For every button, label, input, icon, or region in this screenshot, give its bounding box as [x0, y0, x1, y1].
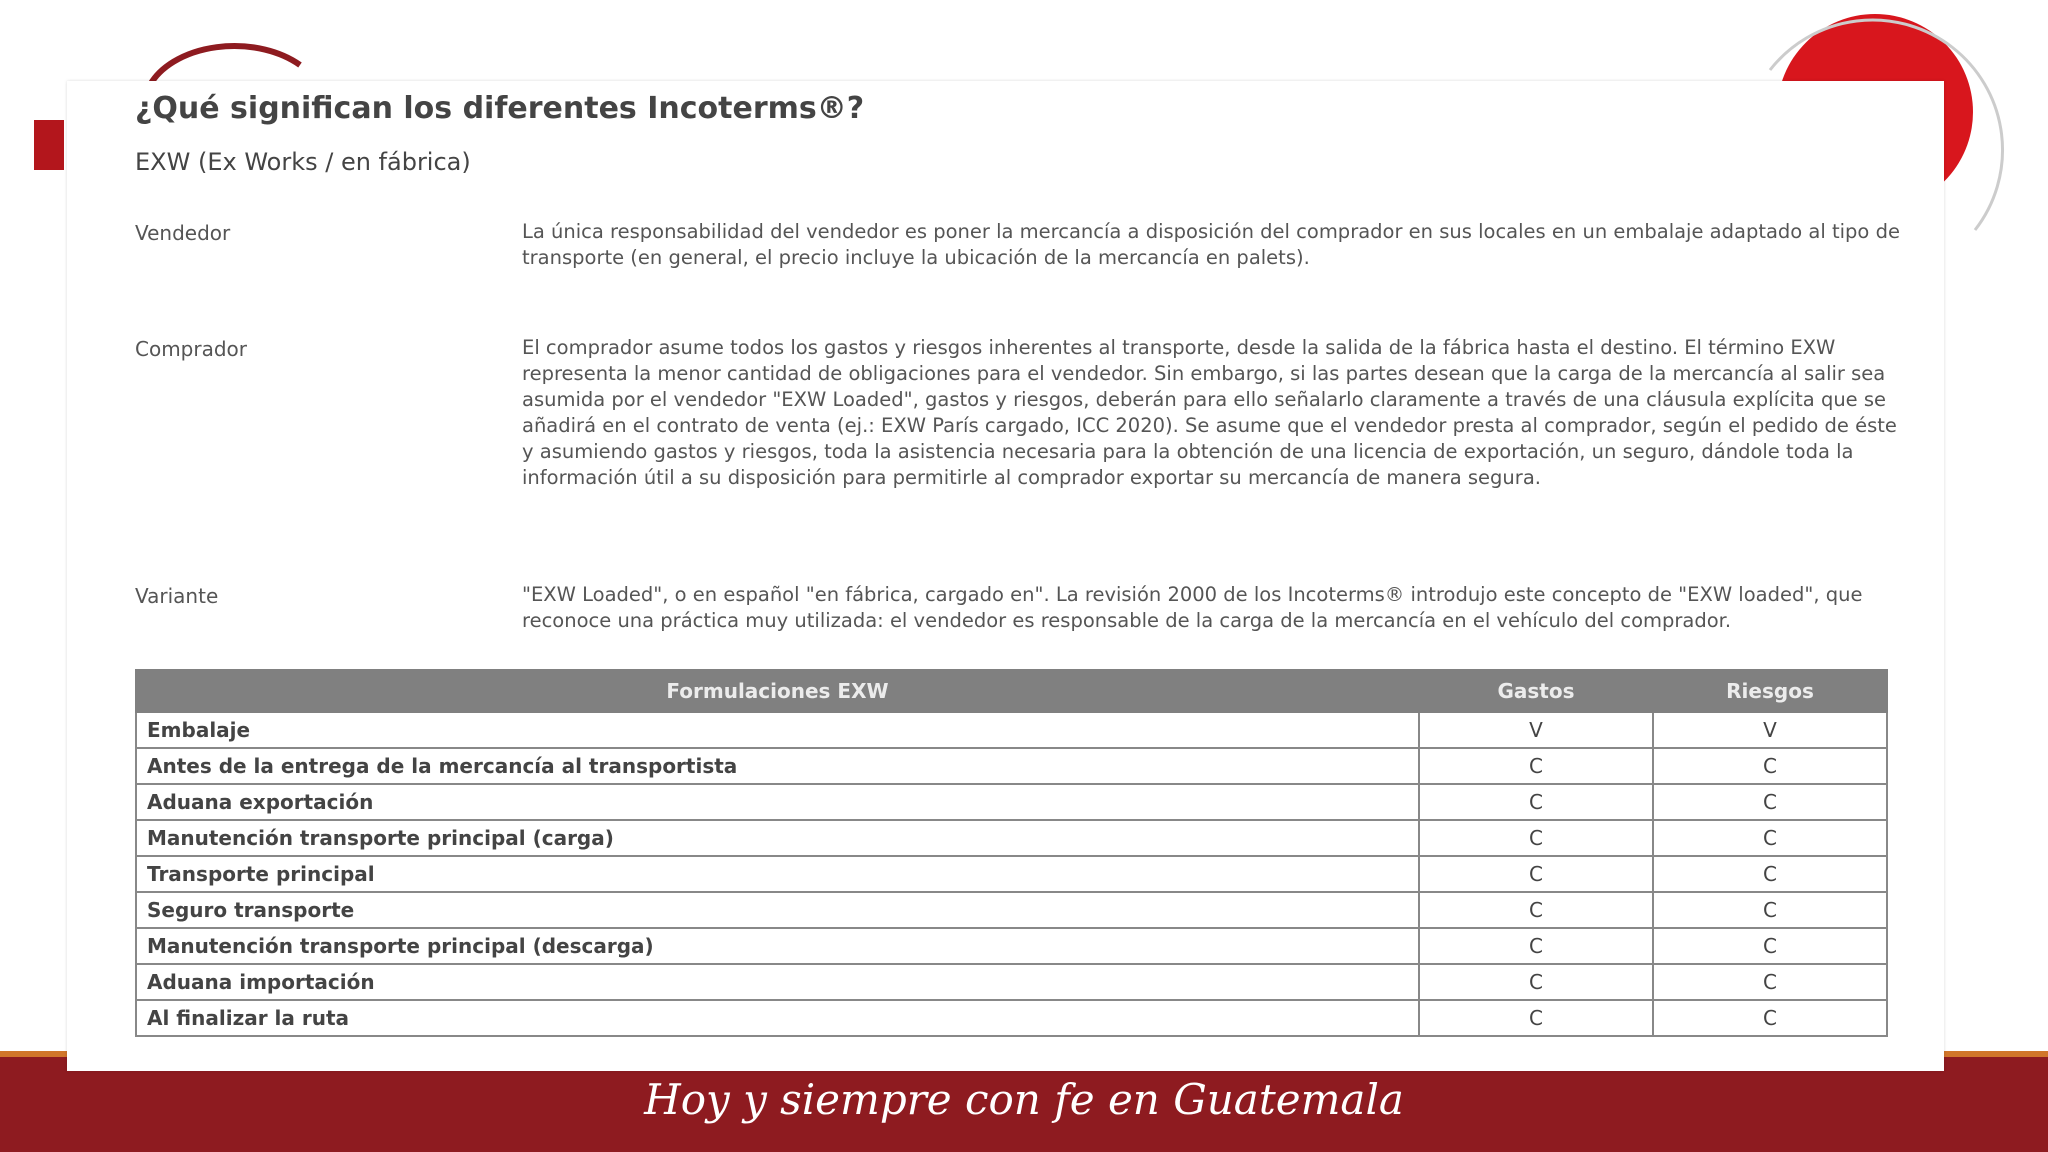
table-cell: Manutención transporte principal (descar… — [135, 927, 1420, 965]
term: Variante — [135, 584, 219, 608]
definition: "EXW Loaded", o en español "en fábrica, … — [522, 583, 1863, 632]
term: Vendedor — [135, 221, 231, 245]
table-cell: C — [1652, 855, 1888, 893]
table-cell: C — [1418, 747, 1654, 785]
content-card: ¿Qué significan los diferentes Incoterms… — [67, 81, 1944, 1071]
formulations-table: Formulaciones EXW Gastos Riesgos Embalaje V… — [135, 669, 1888, 1037]
table-cell: Aduana importación — [135, 963, 1420, 1001]
table-cell: Seguro transporte — [135, 891, 1420, 929]
table-cell: V — [1418, 711, 1654, 749]
table-cell: C — [1652, 891, 1888, 929]
logo-ring — [1768, 18, 2005, 231]
table-cell: C — [1652, 999, 1888, 1037]
table-cell: C — [1652, 963, 1888, 1001]
table-cell: C — [1652, 819, 1888, 857]
table-cell: C — [1418, 819, 1654, 857]
definition: El comprador asume todos los gastos y ri… — [522, 336, 1897, 489]
table-cell: Transporte principal — [135, 855, 1420, 893]
table-row: Aduana importación C C — [135, 963, 1888, 1001]
header-cell: Riesgos — [1652, 669, 1888, 713]
table-cell: C — [1418, 855, 1654, 893]
table-body: Embalaje V V Antes de la entrega de la merc… — [135, 711, 1888, 1037]
table-cell: C — [1652, 747, 1888, 785]
subtitle: EXW (Ex Works / en fábrica) — [135, 148, 471, 176]
table-header: Formulaciones EXW Gastos Riesgos — [135, 669, 1888, 713]
definition: La única responsabilidad del vendedor es… — [522, 220, 1900, 269]
table-cell: C — [1418, 783, 1654, 821]
table-row: Antes de la entrega de la mercancía al t… — [135, 747, 1888, 785]
table-row: Transporte principal C C — [135, 855, 1888, 893]
table-cell: C — [1418, 963, 1654, 1001]
title: ¿Qué significan los diferentes Incoterms… — [135, 91, 865, 126]
header-cell: Gastos — [1418, 669, 1654, 713]
table-row: Manutención transporte principal (carga)… — [135, 819, 1888, 857]
table-row: Seguro transporte C C — [135, 891, 1888, 929]
table-cell: Antes de la entrega de la mercancía al t… — [135, 747, 1420, 785]
term: Comprador — [135, 337, 248, 361]
table-cell: C — [1652, 783, 1888, 821]
logo-arc — [147, 43, 302, 87]
table-cell: Embalaje — [135, 711, 1420, 749]
table-cell: C — [1418, 927, 1654, 965]
logo-block — [34, 120, 64, 170]
table-cell: C — [1418, 999, 1654, 1037]
header-cell: Formulaciones EXW — [135, 669, 1420, 713]
slogan: Hoy y siempre con fe en Guatemala — [644, 1075, 1404, 1124]
table-cell: C — [1418, 891, 1654, 929]
table-cell: Aduana exportación — [135, 783, 1420, 821]
table-cell: C — [1652, 927, 1888, 965]
table-row: Al finalizar la ruta C C — [135, 999, 1888, 1037]
table-cell: Manutención transporte principal (carga) — [135, 819, 1420, 857]
table-row: Manutención transporte principal (descar… — [135, 927, 1888, 965]
table-cell: V — [1652, 711, 1888, 749]
table-cell: Al finalizar la ruta — [135, 999, 1420, 1037]
table-row: Aduana exportación C C — [135, 783, 1888, 821]
table-row: Embalaje V V — [135, 711, 1888, 749]
